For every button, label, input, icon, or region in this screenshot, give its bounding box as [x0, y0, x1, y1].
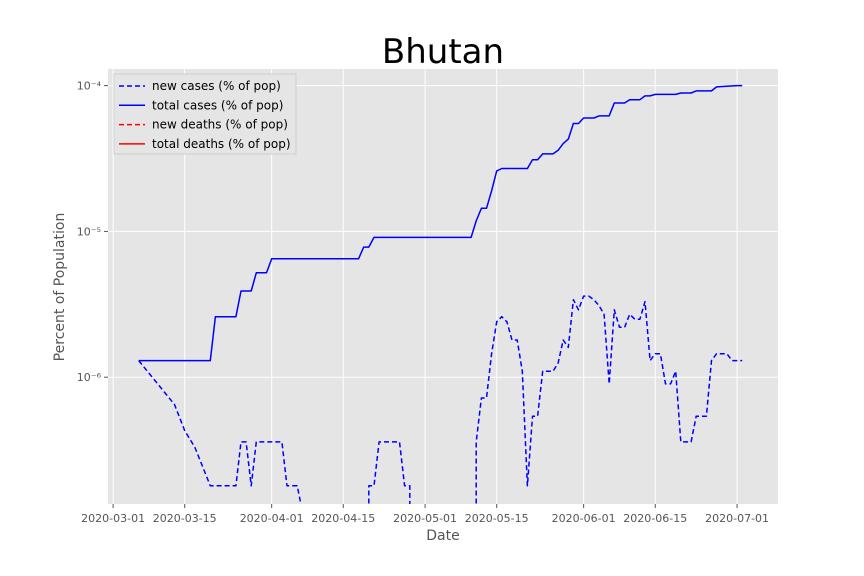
- x-tick-label: 2020-04-01: [240, 512, 304, 525]
- y-tick-label: 10⁻⁵: [77, 225, 101, 238]
- legend-entry-label: total deaths (% of pop): [152, 137, 291, 151]
- y-tick-label: 10⁻⁴: [77, 80, 102, 93]
- series-layer: [138, 84, 743, 504]
- x-tick-label: 2020-06-01: [552, 512, 616, 525]
- y-axis-ticks: 10⁻⁶ 10⁻⁵ 10⁻⁴: [77, 80, 108, 384]
- series-line-total-cases: [138, 84, 743, 362]
- series-line-new-cases: [138, 295, 743, 504]
- legend-box: [113, 73, 297, 155]
- x-tick-label: 2020-04-15: [311, 512, 375, 525]
- legend-entry-label: new cases (% of pop): [152, 79, 281, 93]
- x-tick-label: 2020-07-01: [705, 512, 769, 525]
- x-tick-label: 2020-05-01: [393, 512, 457, 525]
- x-tick-label: 2020-05-15: [465, 512, 529, 525]
- x-tick-label: 2020-03-15: [153, 512, 217, 525]
- legend-entry-label: total cases (% of pop): [152, 98, 283, 112]
- y-tick-label: 10⁻⁶: [77, 371, 102, 384]
- y-axis-label: Percent of Population: [52, 213, 68, 362]
- x-tick-label: 2020-03-01: [81, 512, 145, 525]
- x-axis-label: Date: [426, 528, 459, 544]
- legend: new cases (% of pop) total cases (% of po…: [113, 73, 297, 155]
- chart-title: Bhutan: [382, 32, 504, 72]
- legend-entry-label: new deaths (% of pop): [152, 118, 288, 132]
- x-tick-label: 2020-06-15: [623, 512, 687, 525]
- x-axis-ticks: 2020-03-01 2020-03-15 2020-04-01 2020-04-15…: [81, 504, 769, 525]
